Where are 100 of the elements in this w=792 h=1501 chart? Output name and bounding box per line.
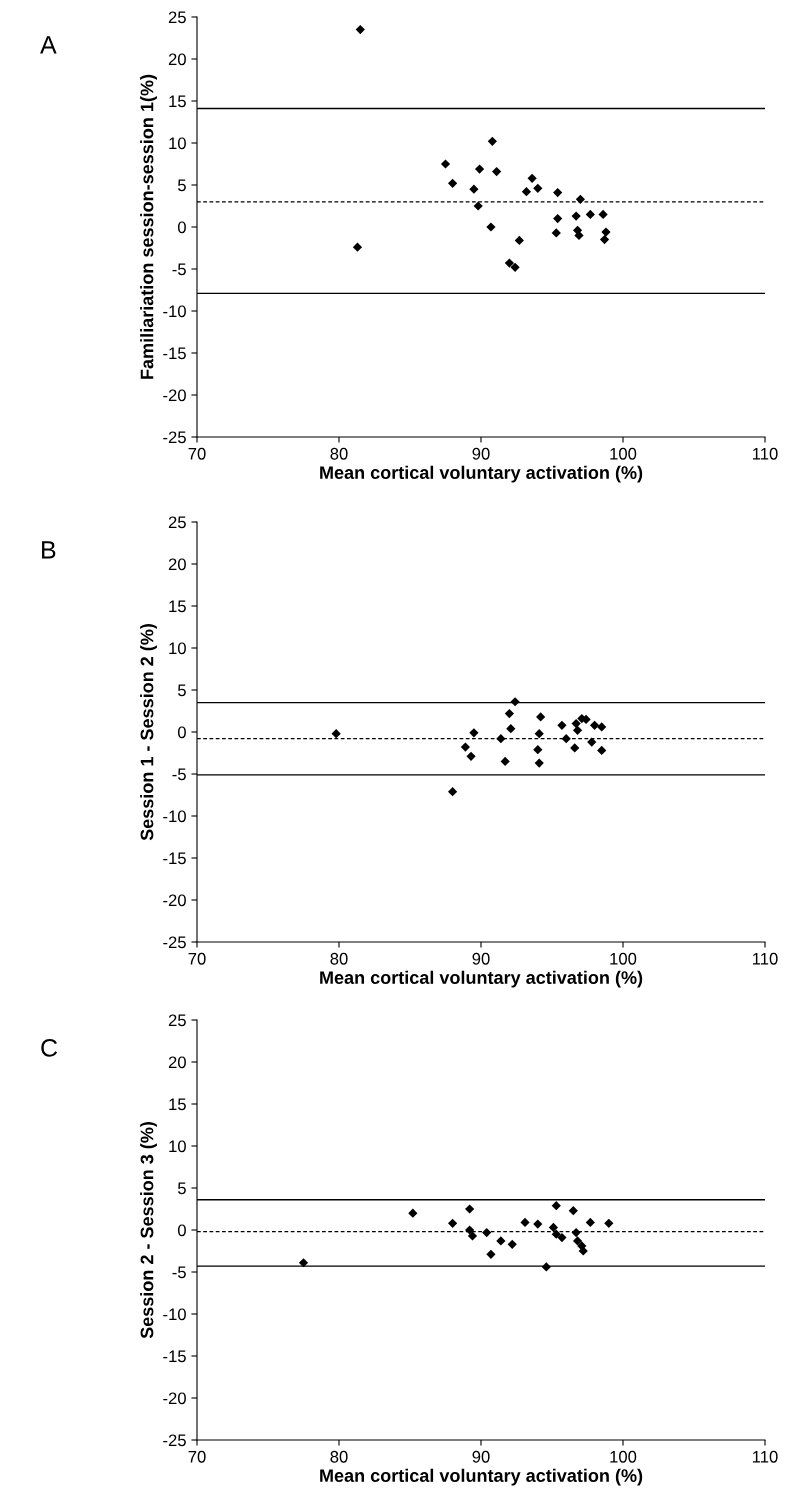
point [298, 1258, 309, 1268]
y-tick-label: -10 [163, 1308, 186, 1321]
x-tick-label: 90 [472, 447, 490, 460]
x-tick-label: 100 [610, 1450, 637, 1463]
x-tick-label: 90 [472, 952, 490, 965]
x-tick-label: 80 [330, 1450, 348, 1463]
y-axis-title: Familiariation session-session 1(%) [140, 74, 157, 379]
point [551, 1229, 561, 1239]
point [553, 187, 563, 198]
point [604, 1218, 614, 1228]
point [482, 1227, 492, 1238]
point [597, 745, 607, 756]
point [599, 234, 610, 245]
point [487, 136, 497, 146]
point [572, 725, 583, 735]
point [589, 720, 600, 730]
point [331, 729, 341, 739]
point [514, 235, 524, 246]
point [496, 1236, 506, 1246]
point [447, 178, 458, 188]
point [557, 1232, 567, 1243]
point [571, 1227, 581, 1238]
point [506, 724, 516, 734]
y-tick-label: 10 [169, 1140, 186, 1153]
y-tick-label: 15 [169, 600, 186, 613]
point [571, 211, 581, 221]
y-tick-label: -20 [163, 894, 186, 907]
y-tick-label: -25 [163, 431, 186, 444]
y-tick-label: 20 [168, 1056, 186, 1069]
point [465, 1204, 475, 1214]
x-tick-label: 100 [610, 447, 637, 460]
point [352, 242, 363, 252]
y-tick-label: 5 [177, 684, 186, 697]
x-axis-title: Mean cortical voluntary activation (%) [320, 970, 643, 988]
point [533, 745, 543, 755]
point [598, 209, 608, 220]
x-tick-label: 80 [330, 447, 348, 460]
y-tick-label: -10 [163, 305, 186, 318]
y-tick-label: -15 [163, 1350, 186, 1363]
y-tick-label: -15 [163, 347, 186, 360]
point [492, 166, 502, 177]
y-tick-label: -20 [163, 1392, 186, 1405]
y-tick-label: -10 [163, 810, 186, 823]
x-tick-label: 90 [472, 1450, 490, 1463]
point [510, 262, 520, 272]
point [504, 708, 515, 719]
point [587, 737, 597, 747]
text: A [40, 36, 57, 54]
y-tick-label: 15 [169, 95, 186, 108]
point [467, 1231, 478, 1241]
point [521, 187, 532, 197]
point [469, 728, 479, 738]
text: C [41, 1039, 58, 1057]
point [447, 787, 458, 797]
point [355, 24, 365, 35]
y-tick-label: 10 [169, 642, 186, 655]
y-tick-label: 25 [168, 516, 186, 529]
point [578, 1246, 588, 1256]
point [527, 173, 537, 183]
point [533, 1219, 543, 1229]
point [570, 743, 580, 753]
y-tick-label: -5 [172, 768, 186, 781]
point [486, 1249, 496, 1259]
point [533, 183, 543, 193]
x-tick-label: 110 [752, 952, 778, 965]
x-tick-label: 100 [610, 952, 637, 965]
x-axis-title: Mean cortical voluntary activation (%) [320, 1468, 643, 1486]
point [500, 756, 510, 767]
y-tick-label: 15 [169, 1098, 186, 1111]
point [585, 1217, 595, 1228]
y-tick-label: -15 [163, 852, 186, 865]
point [486, 222, 496, 232]
point [597, 722, 607, 732]
point [460, 742, 470, 752]
point [504, 258, 515, 268]
y-tick-label: -20 [163, 389, 186, 402]
y-tick-label: 0 [177, 1224, 186, 1237]
point [447, 1218, 458, 1228]
y-tick-label: -5 [172, 1266, 186, 1279]
point [507, 1239, 517, 1249]
point [572, 1236, 583, 1246]
point [553, 213, 563, 224]
y-tick-label: 5 [177, 1182, 186, 1195]
y-tick-label: 25 [168, 1014, 186, 1027]
point [520, 1217, 530, 1228]
x-axis-title: Mean cortical voluntary activation (%) [320, 465, 643, 483]
x-tick-label: 70 [188, 952, 206, 965]
point [466, 751, 476, 761]
point [440, 159, 451, 169]
point [585, 209, 595, 220]
point [534, 729, 544, 739]
x-tick-label: 110 [752, 447, 778, 460]
y-tick-label: 20 [168, 558, 186, 571]
y-tick-label: 25 [168, 11, 186, 24]
point [469, 184, 479, 194]
y-tick-label: 0 [177, 221, 186, 234]
point [571, 718, 581, 729]
y-tick-label: -25 [163, 936, 186, 949]
point [551, 1201, 561, 1211]
y-axis-title: Session 2 - Session 3 (%) [140, 1122, 157, 1339]
